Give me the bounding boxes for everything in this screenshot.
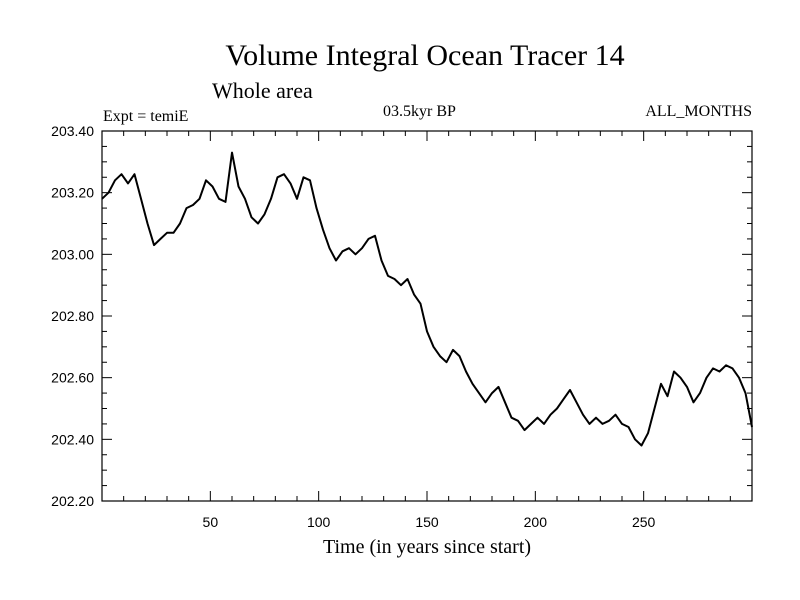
x-tick-label: 250 bbox=[632, 514, 656, 530]
axis-ticks bbox=[102, 131, 752, 501]
y-tick-label: 202.20 bbox=[51, 493, 94, 509]
y-tick-label: 202.40 bbox=[51, 431, 94, 447]
annotation-experiment: Expt = temiE bbox=[103, 108, 188, 125]
y-tick-label: 203.40 bbox=[51, 123, 94, 139]
plot-frame bbox=[101, 130, 753, 502]
annotation-months: ALL_MONTHS bbox=[645, 103, 752, 120]
y-tick-label: 203.00 bbox=[51, 246, 94, 262]
x-tick-label: 200 bbox=[524, 514, 548, 530]
y-tick-label: 203.20 bbox=[51, 185, 94, 201]
y-tick-label: 202.80 bbox=[51, 308, 94, 324]
x-axis-label: Time (in years since start) bbox=[323, 536, 531, 558]
axis-tick-labels: 50 100 150 200 250 202.20 202.40 202.60 202.80 20… bbox=[51, 123, 655, 530]
y-tick-label: 202.60 bbox=[51, 370, 94, 386]
x-tick-label: 50 bbox=[203, 514, 219, 530]
chart-subtitle: Whole area bbox=[212, 78, 313, 103]
x-tick-label: 150 bbox=[415, 514, 439, 530]
series-line bbox=[101, 151, 753, 447]
x-tick-label: 100 bbox=[307, 514, 331, 530]
chart-title: Volume Integral Ocean Tracer 14 bbox=[225, 39, 624, 72]
annotation-period: 03.5kyr BP bbox=[383, 103, 456, 120]
